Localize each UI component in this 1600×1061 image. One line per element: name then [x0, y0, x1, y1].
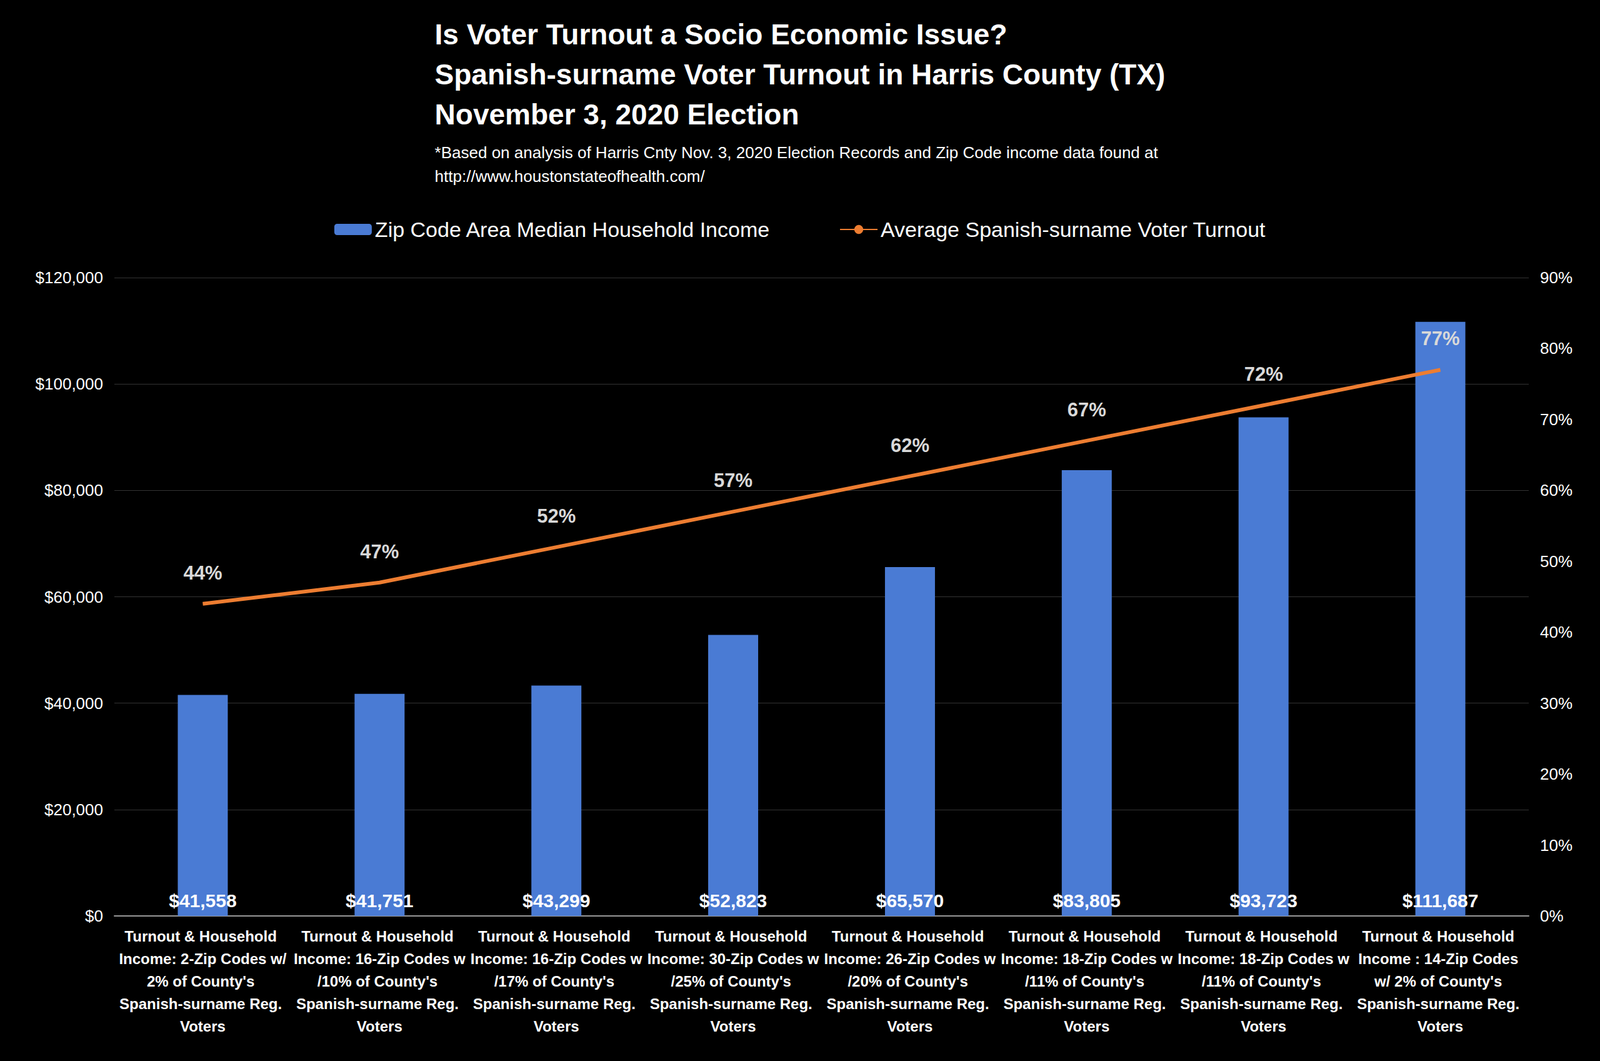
- svg-text:52%: 52%: [536, 505, 576, 527]
- svg-text:62%: 62%: [890, 434, 930, 457]
- svg-text:Income : 14-Zip Codes: Income : 14-Zip Codes: [1358, 950, 1523, 967]
- svg-text:Income: 16-Zip Codes w: Income: 16-Zip Codes w: [293, 950, 466, 967]
- svg-text:Voters: Voters: [710, 1017, 757, 1035]
- svg-text:Voters: Voters: [1417, 1017, 1464, 1035]
- svg-text:Voters: Voters: [356, 1017, 403, 1035]
- svg-text:Voters: Voters: [533, 1017, 580, 1035]
- svg-text:Spanish-surname Reg.: Spanish-surname Reg.: [826, 995, 994, 1012]
- svg-text:67%: 67%: [1067, 398, 1107, 421]
- svg-text:40%: 40%: [1540, 622, 1573, 642]
- svg-text:57%: 57%: [713, 469, 753, 492]
- svg-text:60%: 60%: [1540, 480, 1573, 500]
- svg-text:Income: 18-Zip Codes w: Income: 18-Zip Codes w: [1000, 950, 1173, 967]
- svg-text:/11% of County's: /11% of County's: [1201, 972, 1326, 990]
- svg-text:Spanish-surname Voter Turnout: Spanish-surname Voter Turnout in Harris …: [435, 58, 1166, 91]
- svg-text:$60,000: $60,000: [44, 587, 104, 607]
- svg-text:Turnout & Household: Turnout & Household: [1361, 927, 1519, 945]
- svg-text:Income: 30-Zip Codes w: Income: 30-Zip Codes w: [647, 950, 820, 967]
- svg-text:$80,000: $80,000: [44, 480, 104, 500]
- svg-text:20%: 20%: [1540, 764, 1573, 784]
- svg-text:/17% of County's: /17% of County's: [494, 972, 619, 990]
- svg-text:/20% of County's: /20% of County's: [847, 972, 972, 990]
- svg-text:$93,723: $93,723: [1229, 890, 1297, 911]
- svg-text:Spanish-surname Reg.: Spanish-surname Reg.: [1003, 995, 1170, 1012]
- svg-text:90%: 90%: [1540, 268, 1573, 287]
- svg-text:/10% of County's: /10% of County's: [317, 972, 442, 990]
- svg-text:80%: 80%: [1540, 338, 1573, 358]
- svg-text:Voters: Voters: [886, 1017, 933, 1035]
- svg-text:Is Voter Turnout a Socio Econo: Is Voter Turnout a Socio Economic Issue?: [435, 18, 1008, 51]
- svg-text:$41,751: $41,751: [345, 890, 414, 911]
- svg-text:Turnout & Household: Turnout & Household: [301, 927, 458, 945]
- svg-text:$40,000: $40,000: [44, 693, 104, 713]
- svg-text:Turnout & Household: Turnout & Household: [831, 927, 989, 945]
- svg-text:Spanish-surname Reg.: Spanish-surname Reg.: [296, 995, 464, 1012]
- svg-text:Income: 2-Zip Codes w/: Income: 2-Zip Codes w/: [118, 950, 287, 967]
- svg-text:30%: 30%: [1540, 693, 1573, 713]
- svg-text:Voters: Voters: [1240, 1017, 1287, 1035]
- svg-text:77%: 77%: [1421, 327, 1460, 350]
- svg-text:0%: 0%: [1540, 906, 1564, 925]
- svg-text:$65,570: $65,570: [876, 890, 944, 911]
- svg-text:Voters: Voters: [1063, 1017, 1110, 1035]
- svg-text:Turnout & Household: Turnout & Household: [1185, 927, 1342, 945]
- svg-text:Average Spanish-surname Voter: Average Spanish-surname Voter Turnout: [880, 217, 1266, 242]
- svg-text:*Based on analysis of Harris C: *Based on analysis of Harris Cnty Nov. 3…: [435, 143, 1159, 162]
- svg-text:44%: 44%: [183, 561, 222, 584]
- svg-text:http://www.houstonstateofhealt: http://www.houstonstateofhealth.com/: [435, 166, 706, 186]
- svg-text:Spanish-surname Reg.: Spanish-surname Reg.: [650, 995, 817, 1012]
- svg-text:72%: 72%: [1244, 363, 1284, 385]
- svg-text:$83,805: $83,805: [1053, 890, 1121, 911]
- svg-text:Income: 18-Zip Codes w: Income: 18-Zip Codes w: [1177, 950, 1350, 967]
- svg-text:November 3, 2020 Election: November 3, 2020 Election: [435, 98, 800, 131]
- svg-text:47%: 47%: [360, 540, 399, 563]
- svg-text:/25% of County's: /25% of County's: [671, 972, 796, 990]
- svg-text:$52,823: $52,823: [699, 890, 767, 911]
- svg-text:$100,000: $100,000: [35, 374, 104, 394]
- svg-text:$41,558: $41,558: [168, 890, 237, 911]
- svg-text:Voters: Voters: [180, 1017, 226, 1035]
- svg-text:Spanish-surname Reg.: Spanish-surname Reg.: [1180, 995, 1347, 1012]
- svg-text:Spanish-surname Reg.: Spanish-surname Reg.: [119, 995, 287, 1012]
- svg-text:Turnout & Household: Turnout & Household: [124, 927, 281, 945]
- svg-text:$20,000: $20,000: [44, 800, 104, 819]
- svg-text:Spanish-surname Reg.: Spanish-surname Reg.: [1356, 995, 1524, 1012]
- svg-text:Turnout & Household: Turnout & Household: [655, 927, 812, 945]
- svg-text:10%: 10%: [1540, 835, 1573, 855]
- svg-text:$111,687: $111,687: [1402, 890, 1479, 911]
- svg-text:Turnout & Household: Turnout & Household: [1008, 927, 1165, 945]
- svg-text:Income: 26-Zip Codes w: Income: 26-Zip Codes w: [824, 950, 997, 967]
- svg-text:50%: 50%: [1540, 551, 1573, 571]
- svg-text:$43,299: $43,299: [522, 890, 590, 911]
- svg-text:w/ 2% of County's: w/ 2% of County's: [1373, 972, 1507, 990]
- svg-text:Turnout & Household: Turnout & Household: [478, 927, 635, 945]
- svg-text:/11% of County's: /11% of County's: [1025, 972, 1149, 990]
- svg-text:Zip Code Area Median Household: Zip Code Area Median Household Income: [375, 217, 770, 242]
- svg-text:$0: $0: [85, 906, 104, 925]
- svg-text:70%: 70%: [1540, 410, 1573, 429]
- svg-text:$120,000: $120,000: [35, 268, 104, 287]
- svg-text:Income: 16-Zip Codes w: Income: 16-Zip Codes w: [470, 950, 643, 967]
- svg-text:Spanish-surname Reg.: Spanish-surname Reg.: [473, 995, 640, 1012]
- svg-text:2% of County's: 2% of County's: [146, 972, 259, 990]
